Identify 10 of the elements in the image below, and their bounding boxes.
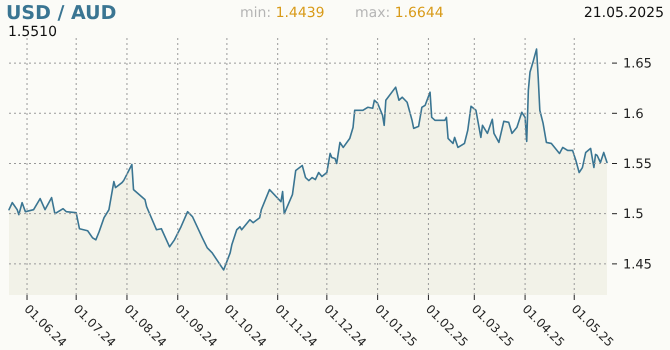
text: max: 1.6644 [355,5,444,21]
y-tick-label: 1.55 [623,157,652,172]
annotation: 1.5510 [8,24,57,40]
y-tick-label: 1.45 [623,257,652,272]
text: min: 1.4439 [240,5,325,21]
y-tick-label: 1.5 [623,207,644,222]
text: 21.05.2025 [584,5,664,21]
y-tick-label: 1.6 [623,106,644,122]
chart-title: USD / AUD [6,2,116,24]
y-tick-label: 1.65 [623,56,652,72]
